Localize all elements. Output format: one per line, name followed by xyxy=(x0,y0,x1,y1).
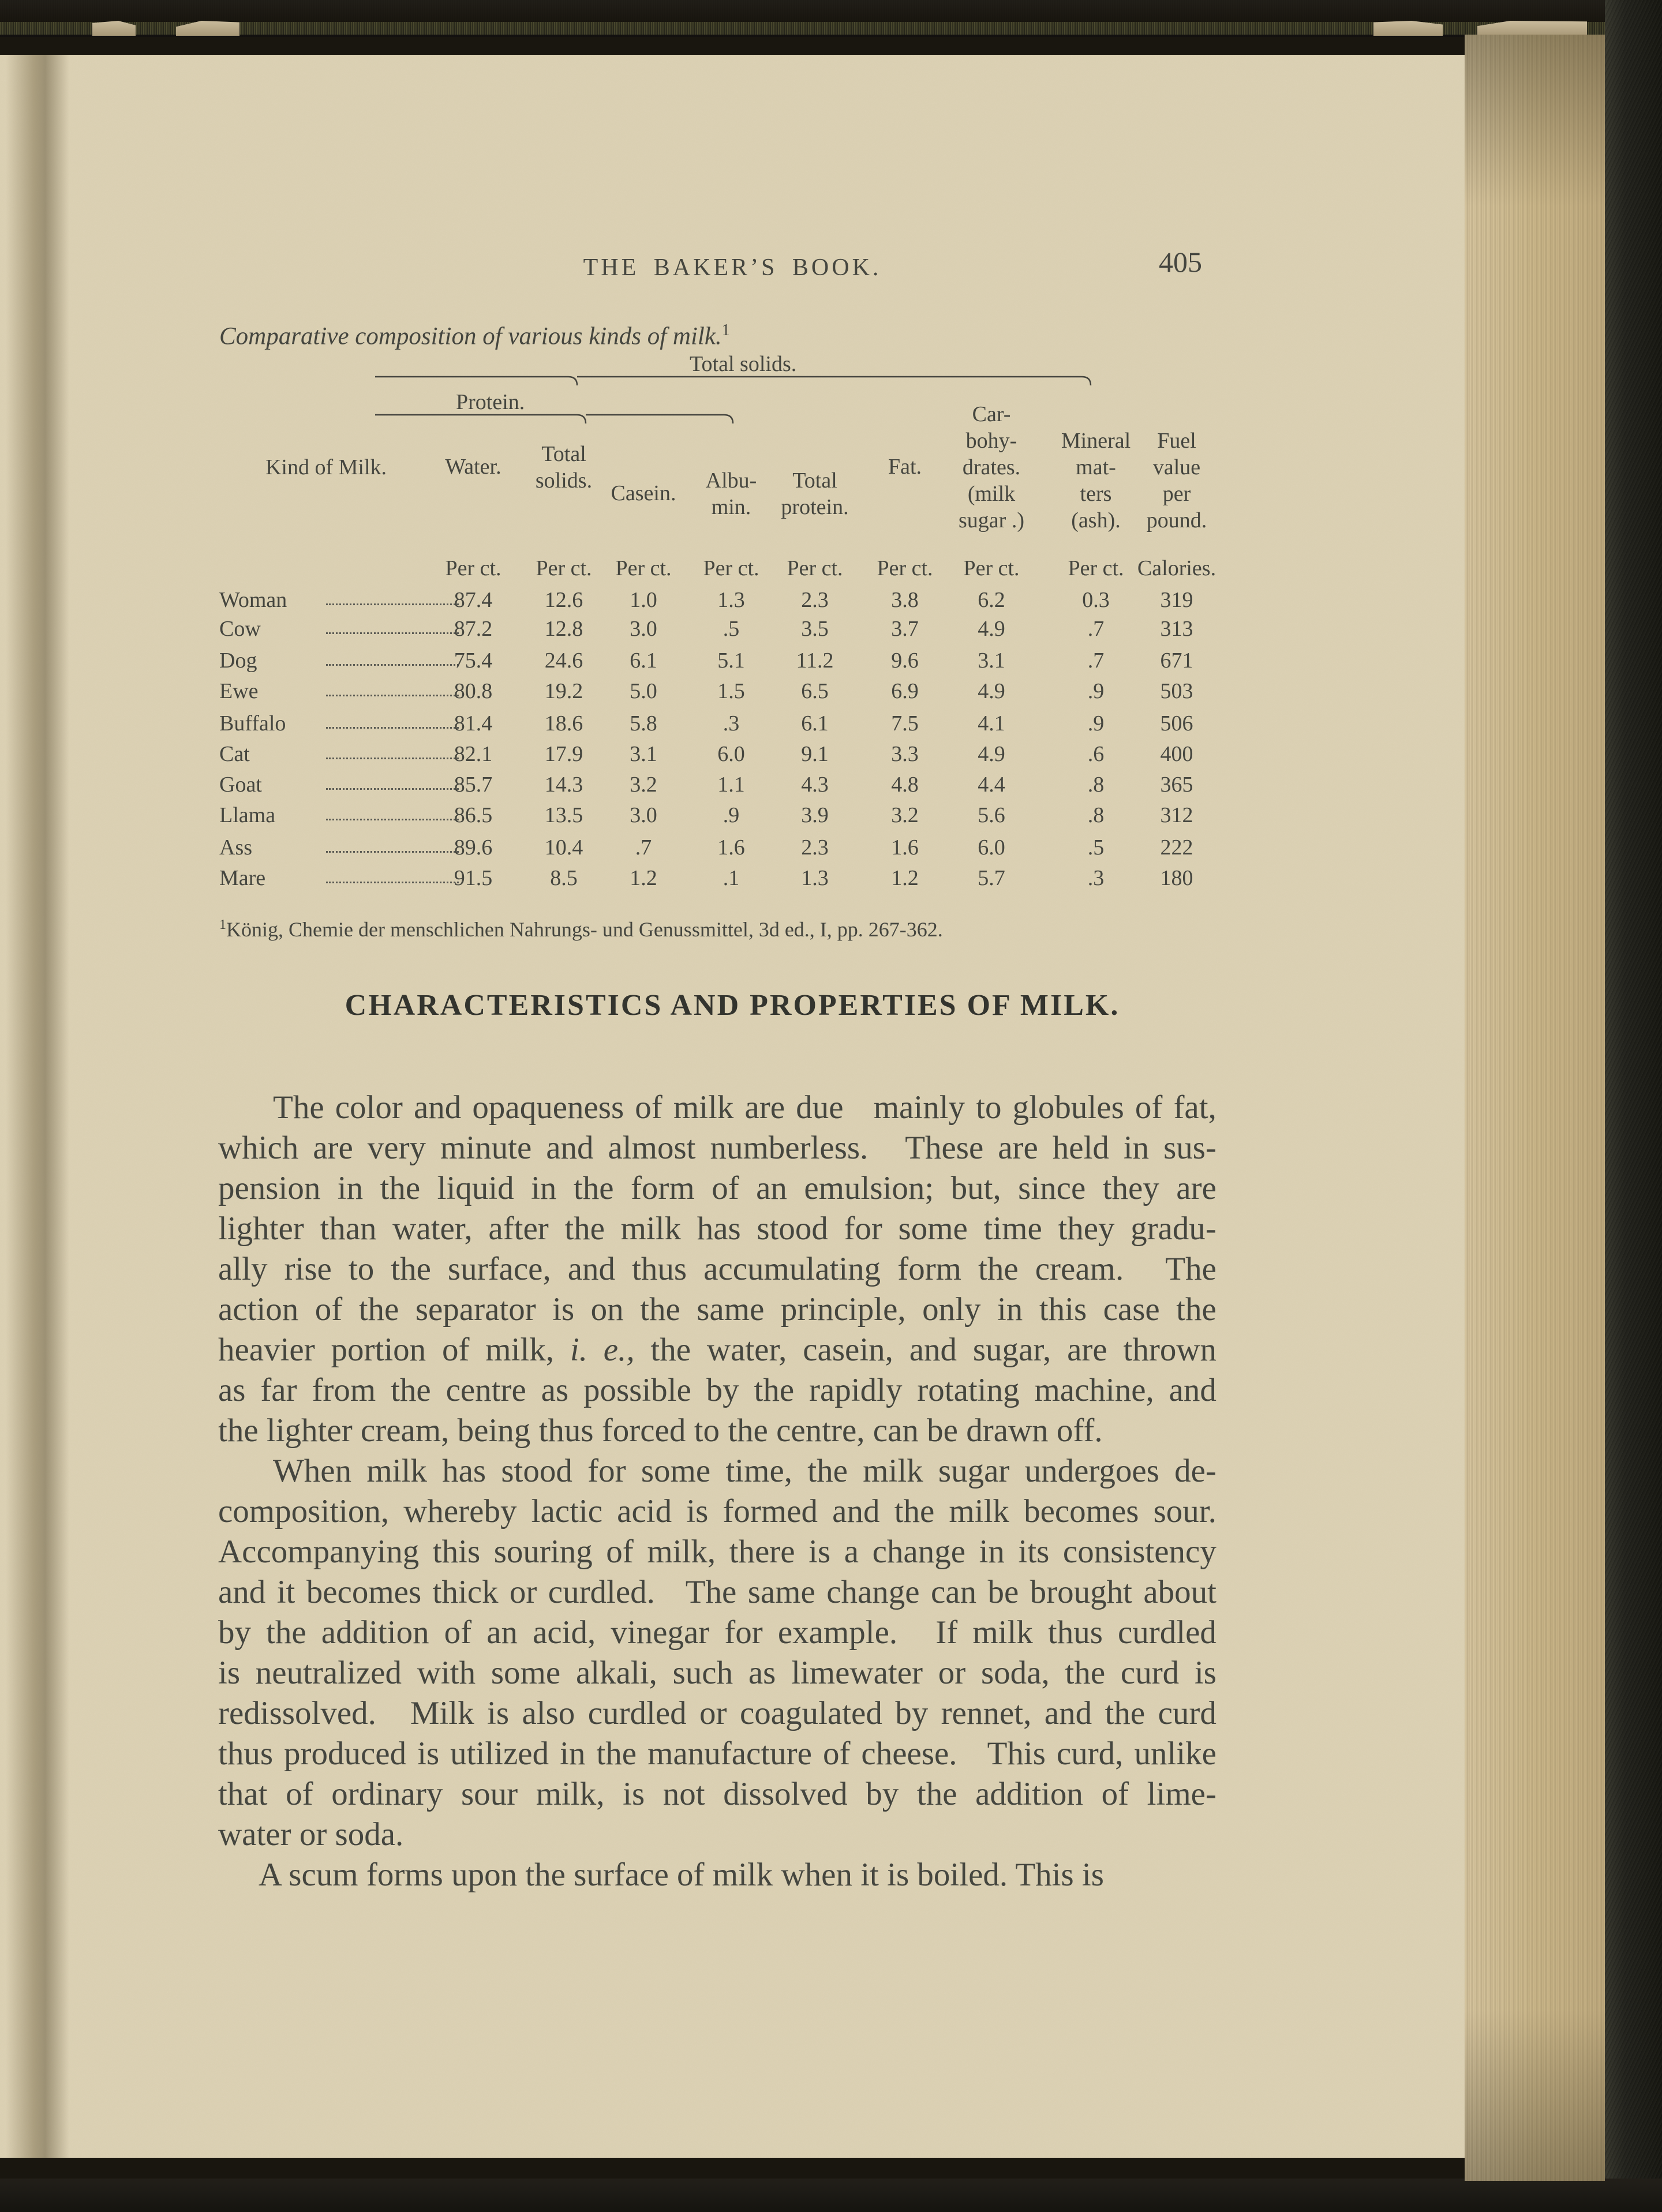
svg-text:Protein.: Protein. xyxy=(456,390,525,414)
svg-text:Total solids.: Total solids. xyxy=(690,352,796,376)
